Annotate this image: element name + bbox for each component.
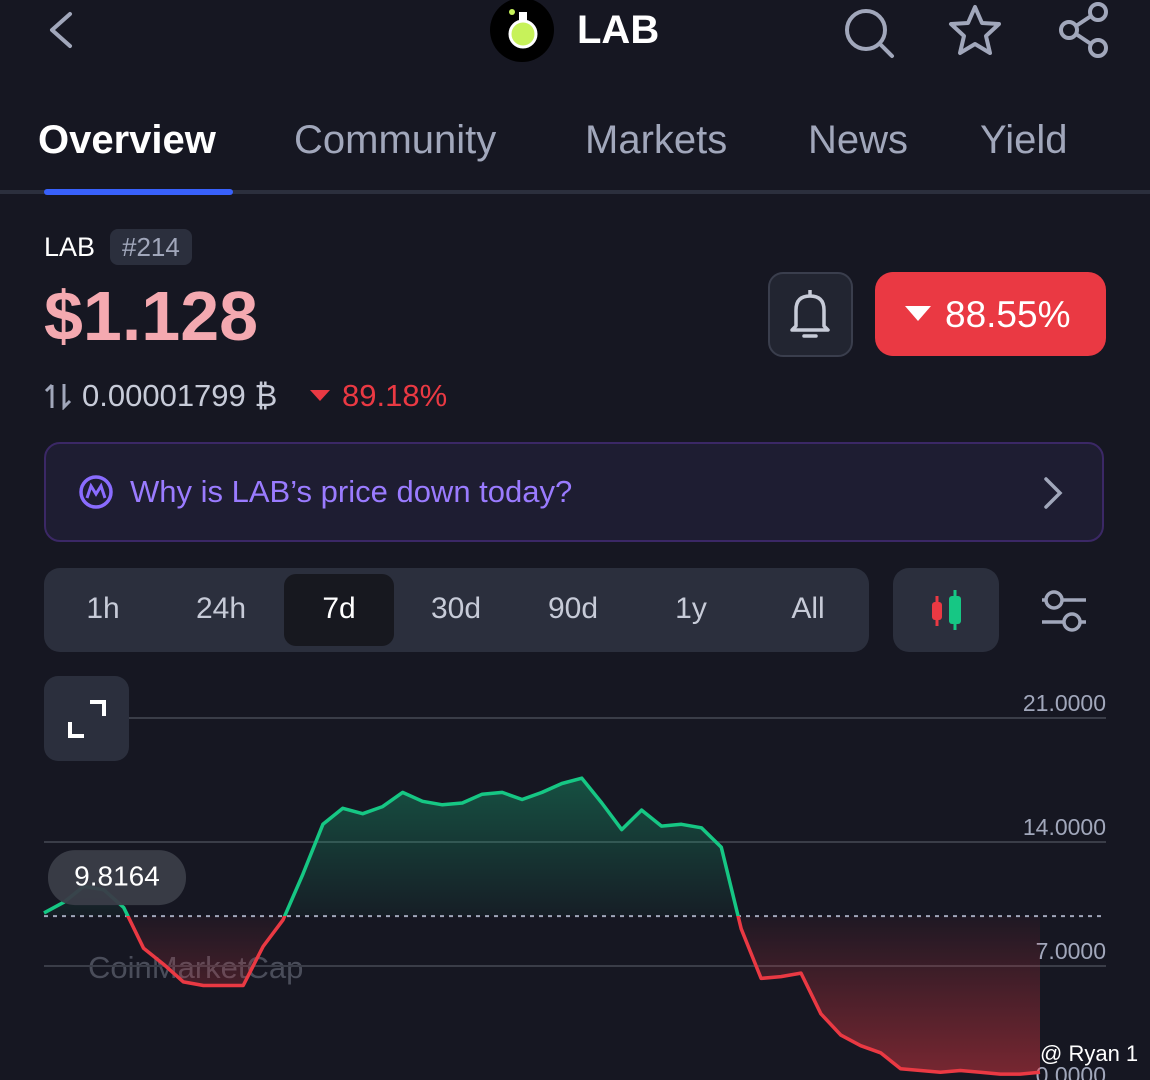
credit: @ Ryan 1 [1040,1041,1139,1066]
range-option[interactable]: 7d [322,592,356,625]
banner-text: Why is LAB’s price down today? [130,474,573,509]
ai-icon [79,475,113,509]
change-value: 88.55% [945,294,1071,335]
tab[interactable]: Yield [980,118,1068,162]
range-option[interactable]: 90d [547,592,599,625]
y-tick-label: 21.0000 [1023,690,1106,716]
reference-pill [48,850,186,906]
tab-indicator [44,189,233,195]
y-tick-label: 7.0000 [1036,938,1106,964]
price: $1.128 [44,277,259,355]
range-selector [44,568,869,652]
range-option[interactable]: 1y [675,592,707,625]
change-pill: 88.55% [875,272,1106,356]
coin-logo [490,0,554,62]
alert-button[interactable] [768,272,853,357]
candle-toggle[interactable] [893,568,999,652]
range-option[interactable]: 24h [195,592,247,625]
down-arrow [310,390,330,401]
reference-label: 9.8164 [74,861,160,892]
insight-banner[interactable]: Why is LAB’s price down today? [44,442,1104,542]
share-button[interactable] [1056,0,1112,60]
btc-price: 0.00001799 ₿ [82,378,278,413]
back-button[interactable] [40,8,84,52]
search-button[interactable] [840,4,896,60]
tab[interactable]: Markets [585,118,728,162]
range-option[interactable]: All [791,592,825,625]
price-line [43,776,1041,1076]
tab-divider [0,190,1150,194]
y-tick-label: 0.0000 [1036,1062,1106,1080]
watchlist-button[interactable] [946,2,1004,60]
btc-change: 89.18% [342,378,448,413]
expand-button[interactable] [44,676,129,761]
coin-symbol: LAB [44,232,96,262]
range-selected [284,574,394,646]
range-option[interactable]: 1h [86,592,120,625]
chart-settings[interactable] [1040,588,1088,634]
header-title: LAB [577,8,660,52]
tab[interactable]: Community [294,118,497,162]
down-arrow [905,306,931,321]
area [44,778,1040,1075]
convert-icon [44,383,72,410]
y-tick-label: 14.0000 [1023,814,1106,840]
chevron [1044,477,1063,509]
rank-badge: #214 [110,229,192,265]
tab[interactable]: News [808,118,909,162]
range-option[interactable]: 30d [430,592,482,625]
tab[interactable]: Overview [38,118,216,162]
